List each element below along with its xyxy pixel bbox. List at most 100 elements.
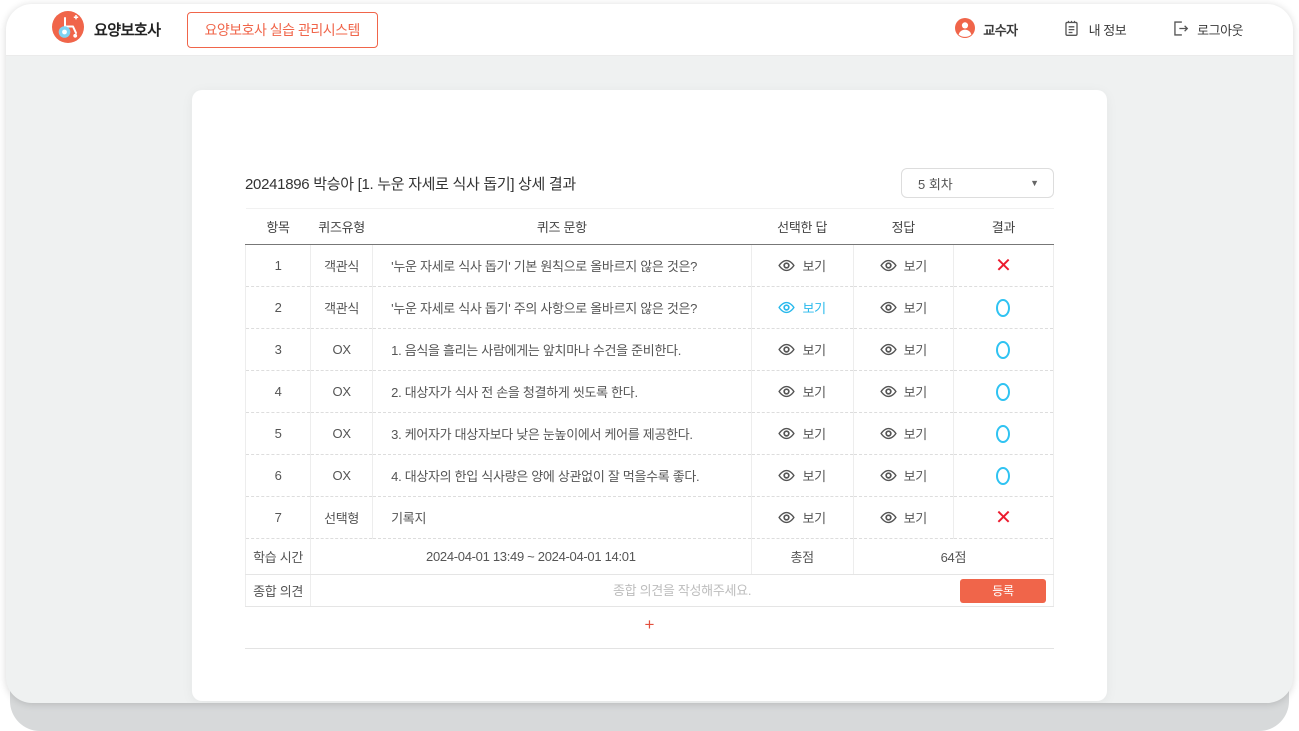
quiz-type: OX bbox=[310, 454, 373, 497]
quiz-type: 객관식 bbox=[310, 286, 373, 329]
submit-comment-button[interactable]: 등록 bbox=[960, 578, 1046, 603]
row-number: 2 bbox=[244, 286, 311, 329]
eye-icon bbox=[778, 469, 796, 482]
system-title-button[interactable]: 요양보호사 실습 관리시스템 bbox=[186, 11, 378, 48]
comment-input[interactable] bbox=[311, 575, 1053, 606]
selected-answer-view-button[interactable]: 보기 bbox=[778, 466, 826, 485]
quiz-type: OX bbox=[310, 412, 373, 455]
add-comment-button[interactable]: + bbox=[644, 615, 655, 634]
add-row: + bbox=[245, 607, 1054, 649]
col-header-selected-answer: 선택한 답 bbox=[751, 208, 854, 245]
table-header-row: 항목 퀴즈유형 퀴즈 문항 선택한 답 정답 결과 bbox=[245, 208, 1054, 245]
quiz-question: 1. 음식을 흘리는 사람에게는 앞치마나 수건을 준비한다. bbox=[372, 328, 752, 371]
result-mark: ✕ bbox=[995, 254, 1012, 277]
study-time-value: 2024-04-01 13:49 ~ 2024-04-01 14:01 bbox=[310, 538, 752, 575]
selected-answer-view-button[interactable]: 보기 bbox=[778, 382, 826, 401]
quiz-question: 3. 케어자가 대상자보다 낮은 눈높이에서 케어를 제공한다. bbox=[372, 412, 752, 455]
logout-menu-item[interactable]: 로그아웃 bbox=[1170, 19, 1243, 41]
row-number: 5 bbox=[244, 412, 311, 455]
table-row: 6 OX 4. 대상자의 한입 식사량은 양에 상관없이 잘 먹을수록 좋다. … bbox=[244, 454, 1055, 497]
result-mark bbox=[996, 298, 1011, 317]
table-row: 7 선택형 기록지 보기 보기 ✕ bbox=[244, 496, 1055, 539]
correct-answer-view-button[interactable]: 보기 bbox=[879, 340, 927, 359]
comment-label: 종합 의견 bbox=[244, 574, 311, 607]
logout-icon bbox=[1170, 19, 1189, 41]
correct-answer-view-button[interactable]: 보기 bbox=[879, 508, 927, 527]
brand-name: 요양보호사 bbox=[94, 22, 161, 39]
result-mark bbox=[996, 466, 1011, 485]
eye-icon bbox=[778, 259, 796, 272]
quiz-table-body: 1 객관식 '누운 자세로 식사 돕기' 기본 원칙으로 올바르지 않은 것은?… bbox=[244, 244, 1055, 607]
quiz-question: 2. 대상자가 식사 전 손을 청결하게 씻도록 한다. bbox=[372, 370, 752, 413]
table-row: 1 객관식 '누운 자세로 식사 돕기' 기본 원칙으로 올바르지 않은 것은?… bbox=[244, 244, 1055, 287]
total-score-label: 총점 bbox=[750, 538, 854, 575]
correct-answer-view-button[interactable]: 보기 bbox=[879, 466, 927, 485]
eye-icon bbox=[879, 511, 897, 524]
quiz-question: '누운 자세로 식사 돕기' 기본 원칙으로 올바르지 않은 것은? bbox=[372, 244, 752, 287]
study-time-row: 학습 시간 2024-04-01 13:49 ~ 2024-04-01 14:0… bbox=[244, 538, 1055, 575]
user-role-label: 교수자 bbox=[983, 23, 1018, 38]
quiz-type: OX bbox=[310, 328, 373, 371]
quiz-type: 객관식 bbox=[310, 244, 373, 287]
row-number: 3 bbox=[244, 328, 311, 371]
table-row: 3 OX 1. 음식을 흘리는 사람에게는 앞치마나 수건을 준비한다. 보기 … bbox=[244, 328, 1055, 371]
correct-answer-view-button[interactable]: 보기 bbox=[879, 424, 927, 443]
result-mark bbox=[996, 424, 1011, 443]
row-number: 1 bbox=[244, 244, 311, 287]
row-number: 4 bbox=[244, 370, 311, 413]
user-menu-item[interactable]: 교수자 bbox=[955, 18, 1018, 41]
result-card: 20241896 박승아 [1. 누운 자세로 식사 돕기] 상세 결과 5 회… bbox=[192, 90, 1107, 701]
selected-answer-view-button[interactable]: 보기 bbox=[778, 298, 826, 317]
notepad-icon bbox=[1062, 19, 1081, 41]
my-info-menu-item[interactable]: 내 정보 bbox=[1062, 19, 1127, 41]
quiz-question: 기록지 bbox=[372, 496, 752, 539]
col-header-quiz-type: 퀴즈유형 bbox=[310, 208, 373, 245]
eye-icon bbox=[778, 343, 796, 356]
eye-icon bbox=[778, 301, 796, 314]
col-header-result: 결과 bbox=[953, 208, 1054, 245]
logout-label: 로그아웃 bbox=[1197, 23, 1243, 38]
correct-answer-view-button[interactable]: 보기 bbox=[879, 382, 927, 401]
eye-icon bbox=[879, 427, 897, 440]
table-row: 2 객관식 '누운 자세로 식사 돕기' 주의 사항으로 올바르지 않은 것은?… bbox=[244, 286, 1055, 329]
page-title: 20241896 박승아 [1. 누운 자세로 식사 돕기] 상세 결과 bbox=[245, 175, 576, 193]
selected-answer-view-button[interactable]: 보기 bbox=[778, 424, 826, 443]
table-row: 4 OX 2. 대상자가 식사 전 손을 청결하게 씻도록 한다. 보기 보기 bbox=[244, 370, 1055, 413]
eye-icon bbox=[879, 385, 897, 398]
selected-answer-view-button[interactable]: 보기 bbox=[778, 256, 826, 275]
study-time-label: 학습 시간 bbox=[244, 538, 311, 575]
top-right-menu: 교수자 내 정보 bbox=[955, 18, 1243, 41]
col-header-item: 항목 bbox=[245, 208, 311, 245]
correct-answer-view-button[interactable]: 보기 bbox=[879, 256, 927, 275]
selected-answer-view-button[interactable]: 보기 bbox=[778, 340, 826, 359]
eye-icon bbox=[778, 427, 796, 440]
main-area: 20241896 박승아 [1. 누운 자세로 식사 돕기] 상세 결과 5 회… bbox=[6, 56, 1293, 703]
eye-icon bbox=[879, 301, 897, 314]
row-number: 7 bbox=[244, 496, 311, 539]
result-mark bbox=[996, 382, 1011, 401]
my-info-label: 내 정보 bbox=[1088, 23, 1127, 38]
comment-row: 종합 의견 등록 bbox=[244, 574, 1054, 607]
table-row: 5 OX 3. 케어자가 대상자보다 낮은 눈높이에서 케어를 제공한다. 보기… bbox=[244, 412, 1055, 455]
brand[interactable]: 요양보호사 bbox=[52, 11, 161, 48]
row-number: 6 bbox=[244, 454, 311, 497]
total-score-value: 64점 bbox=[852, 538, 1055, 575]
eye-icon bbox=[879, 259, 897, 272]
result-mark bbox=[996, 340, 1011, 359]
app-window: 요양보호사 요양보호사 실습 관리시스템 교수자 bbox=[6, 4, 1293, 703]
quiz-result-table: 항목 퀴즈유형 퀴즈 문항 선택한 답 정답 결과 1 객관식 '누운 자세로 bbox=[244, 208, 1055, 607]
eye-icon bbox=[879, 469, 897, 482]
round-select[interactable]: 5 회차 ▼ bbox=[901, 168, 1054, 198]
eye-icon bbox=[778, 385, 796, 398]
eye-icon bbox=[778, 511, 796, 524]
correct-answer-view-button[interactable]: 보기 bbox=[879, 298, 927, 317]
result-mark: ✕ bbox=[995, 506, 1012, 529]
user-avatar-icon bbox=[955, 18, 976, 41]
quiz-question: '누운 자세로 식사 돕기' 주의 사항으로 올바르지 않은 것은? bbox=[372, 286, 752, 329]
col-header-question: 퀴즈 문항 bbox=[372, 208, 752, 245]
top-bar: 요양보호사 요양보호사 실습 관리시스템 교수자 bbox=[6, 4, 1293, 56]
selected-answer-view-button[interactable]: 보기 bbox=[778, 508, 826, 527]
wheelchair-logo-icon bbox=[52, 11, 84, 48]
round-select-value: 5 회차 bbox=[918, 176, 953, 192]
